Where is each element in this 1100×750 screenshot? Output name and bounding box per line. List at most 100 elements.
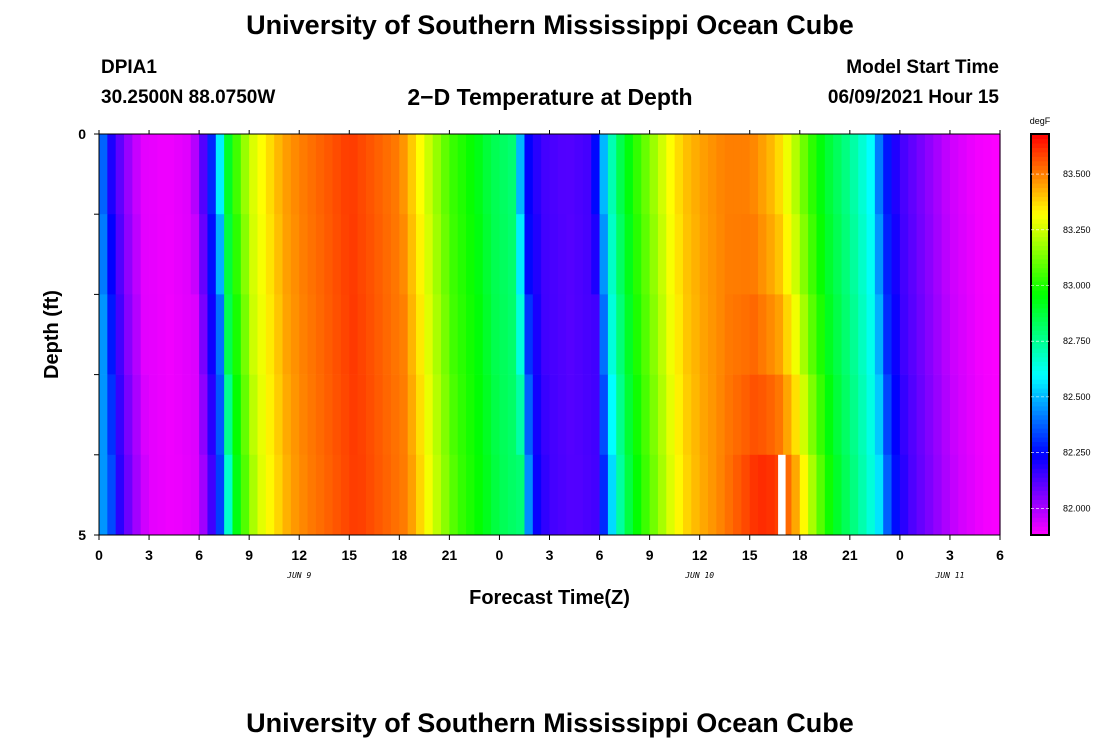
colorbar-cell	[1031, 249, 1049, 255]
heatmap-cell	[983, 454, 993, 536]
heatmap-cell	[991, 374, 1001, 456]
colorbar-cell	[1031, 468, 1049, 474]
heatmap-cell	[816, 454, 826, 536]
heatmap-cell	[716, 294, 726, 375]
heatmap-cell	[632, 374, 642, 456]
heatmap-cell	[424, 374, 434, 456]
heatmap-cell	[349, 134, 359, 215]
heatmap-cell	[824, 134, 834, 215]
heatmap-cell	[833, 374, 843, 456]
colorbar-cell	[1031, 245, 1049, 251]
heatmap-cell	[399, 134, 409, 215]
colorbar-cell	[1031, 134, 1049, 140]
heatmap-cell	[240, 294, 250, 375]
heatmap-cell	[607, 214, 617, 295]
heatmap-cell	[733, 134, 742, 215]
colorbar-cell	[1031, 436, 1049, 443]
heatmap-cell	[849, 134, 859, 215]
heatmap-cell	[499, 294, 509, 375]
heatmap-cell	[432, 294, 442, 375]
heatmap-cell	[457, 374, 467, 456]
heatmap-cell	[482, 374, 492, 456]
heatmap-cell	[791, 294, 801, 375]
heatmap-cell	[624, 294, 634, 375]
heatmap-cell	[124, 454, 133, 536]
heatmap-cell	[791, 454, 801, 536]
x-tick-label: 3	[946, 547, 954, 563]
heatmap-cell	[374, 294, 384, 375]
heatmap-cell	[566, 134, 576, 215]
heatmap-cell	[724, 214, 734, 295]
heatmap-cell	[466, 134, 476, 215]
heatmap-cell	[491, 374, 501, 456]
heatmap-cell	[274, 134, 284, 215]
colorbar-cell	[1031, 477, 1049, 483]
heatmap-cell	[766, 214, 776, 295]
heatmap-cell	[749, 134, 759, 215]
x-tick-label: 0	[95, 547, 103, 563]
heatmap-cell	[858, 454, 868, 536]
date-label: JUN 9	[286, 571, 311, 580]
heatmap-cell	[532, 454, 542, 536]
heatmap-cell	[666, 294, 676, 375]
heatmap-cell	[357, 134, 367, 215]
heatmap-cell	[582, 214, 592, 295]
heatmap-cell	[516, 214, 526, 295]
date-label: JUN 10	[684, 571, 714, 580]
heatmap-cell	[249, 134, 259, 215]
heatmap-cell	[532, 374, 542, 456]
heatmap-cell	[441, 294, 450, 375]
heatmap-cell	[741, 374, 751, 456]
heatmap-cell	[758, 134, 767, 215]
heatmap-cell	[557, 454, 567, 536]
heatmap-cell	[908, 214, 918, 295]
heatmap-cell	[874, 134, 884, 215]
heatmap-cell	[833, 294, 843, 375]
heatmap-cell	[824, 374, 834, 456]
heatmap-cell	[657, 374, 667, 456]
heatmap-cell	[816, 294, 826, 375]
heatmap-cell	[307, 214, 317, 295]
colorbar-cell	[1031, 258, 1049, 264]
heatmap-cell	[299, 454, 309, 536]
heatmap-cell	[115, 374, 125, 456]
heatmap-cell	[549, 294, 559, 375]
heatmap-cell	[232, 134, 242, 215]
heatmap-cell	[349, 294, 359, 375]
colorbar-cell	[1031, 191, 1049, 197]
heatmap-cell	[349, 374, 359, 456]
heatmap-cell	[632, 134, 642, 215]
heatmap-cell	[749, 214, 759, 295]
heatmap-cell	[816, 134, 826, 215]
heatmap-cell	[149, 454, 158, 536]
heatmap-cell	[991, 454, 1001, 536]
heatmap-cell	[482, 134, 492, 215]
heatmap-cell	[799, 374, 809, 456]
heatmap-cell	[365, 134, 375, 215]
heatmap-cell	[983, 374, 993, 456]
colorbar-cell	[1031, 263, 1049, 269]
heatmap-cell	[591, 214, 601, 295]
x-tick-label: 12	[692, 547, 708, 563]
plot-title: 2−D Temperature at Depth	[407, 84, 693, 110]
heatmap-cell	[290, 134, 300, 215]
heatmap-cell	[240, 454, 250, 536]
colorbar-tick-label: 83.000	[1063, 280, 1091, 290]
heatmap-cell	[883, 294, 893, 375]
heatmap-cell	[749, 294, 759, 375]
x-tick-label: 6	[195, 547, 203, 563]
heatmap-cell	[257, 374, 267, 456]
heatmap-cell	[591, 374, 601, 456]
heatmap-cell	[941, 374, 951, 456]
heatmap-cell	[207, 294, 217, 375]
heatmap-cell	[599, 454, 609, 536]
colorbar-cell	[1031, 517, 1049, 523]
heatmap-cell	[407, 134, 417, 215]
heatmap-cell	[140, 294, 150, 375]
heatmap-cell	[607, 454, 617, 536]
heatmap-cell	[607, 294, 617, 375]
colorbar-cell	[1031, 236, 1049, 242]
heatmap-cell	[974, 214, 984, 295]
heatmap-cell	[682, 294, 692, 375]
heatmap-cell	[649, 134, 659, 215]
